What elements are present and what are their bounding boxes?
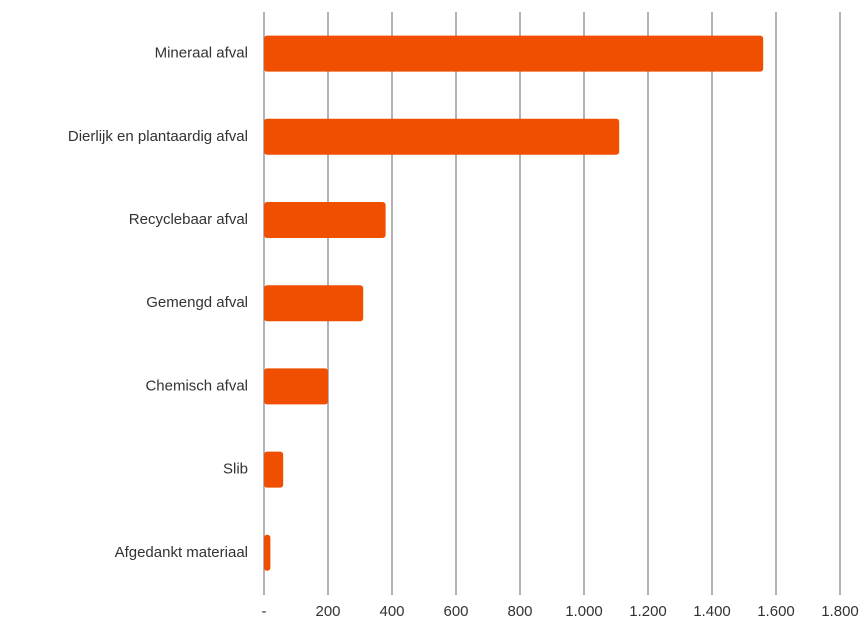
bar bbox=[264, 285, 364, 322]
y-tick-label: Dierlijk en plantaardig afval bbox=[68, 128, 248, 145]
x-tick-label: 1.800 bbox=[821, 603, 859, 620]
y-tick-label: Gemengd afval bbox=[146, 294, 248, 311]
x-tick-label: 1.000 bbox=[565, 603, 603, 620]
x-tick-label: 600 bbox=[443, 603, 468, 620]
bar bbox=[264, 35, 764, 72]
x-tick-label: 1.600 bbox=[757, 603, 795, 620]
x-tick-label: 200 bbox=[315, 603, 340, 620]
bar bbox=[264, 534, 271, 571]
x-tick-label: 800 bbox=[507, 603, 532, 620]
y-tick-label: Recyclebaar afval bbox=[129, 211, 248, 228]
y-tick-label: Afgedankt materiaal bbox=[115, 544, 248, 561]
y-tick-label: Slib bbox=[223, 461, 248, 478]
x-tick-label: 400 bbox=[379, 603, 404, 620]
bar bbox=[264, 202, 386, 238]
y-tick-label: Mineraal afval bbox=[155, 45, 248, 62]
x-tick-label: 1.400 bbox=[693, 603, 731, 620]
bar bbox=[264, 451, 284, 488]
y-tick-label: Chemisch afval bbox=[145, 377, 248, 394]
x-tick-label: - bbox=[262, 603, 267, 620]
x-tick-label: 1.200 bbox=[629, 603, 667, 620]
bar bbox=[264, 118, 620, 155]
bar bbox=[264, 368, 328, 405]
